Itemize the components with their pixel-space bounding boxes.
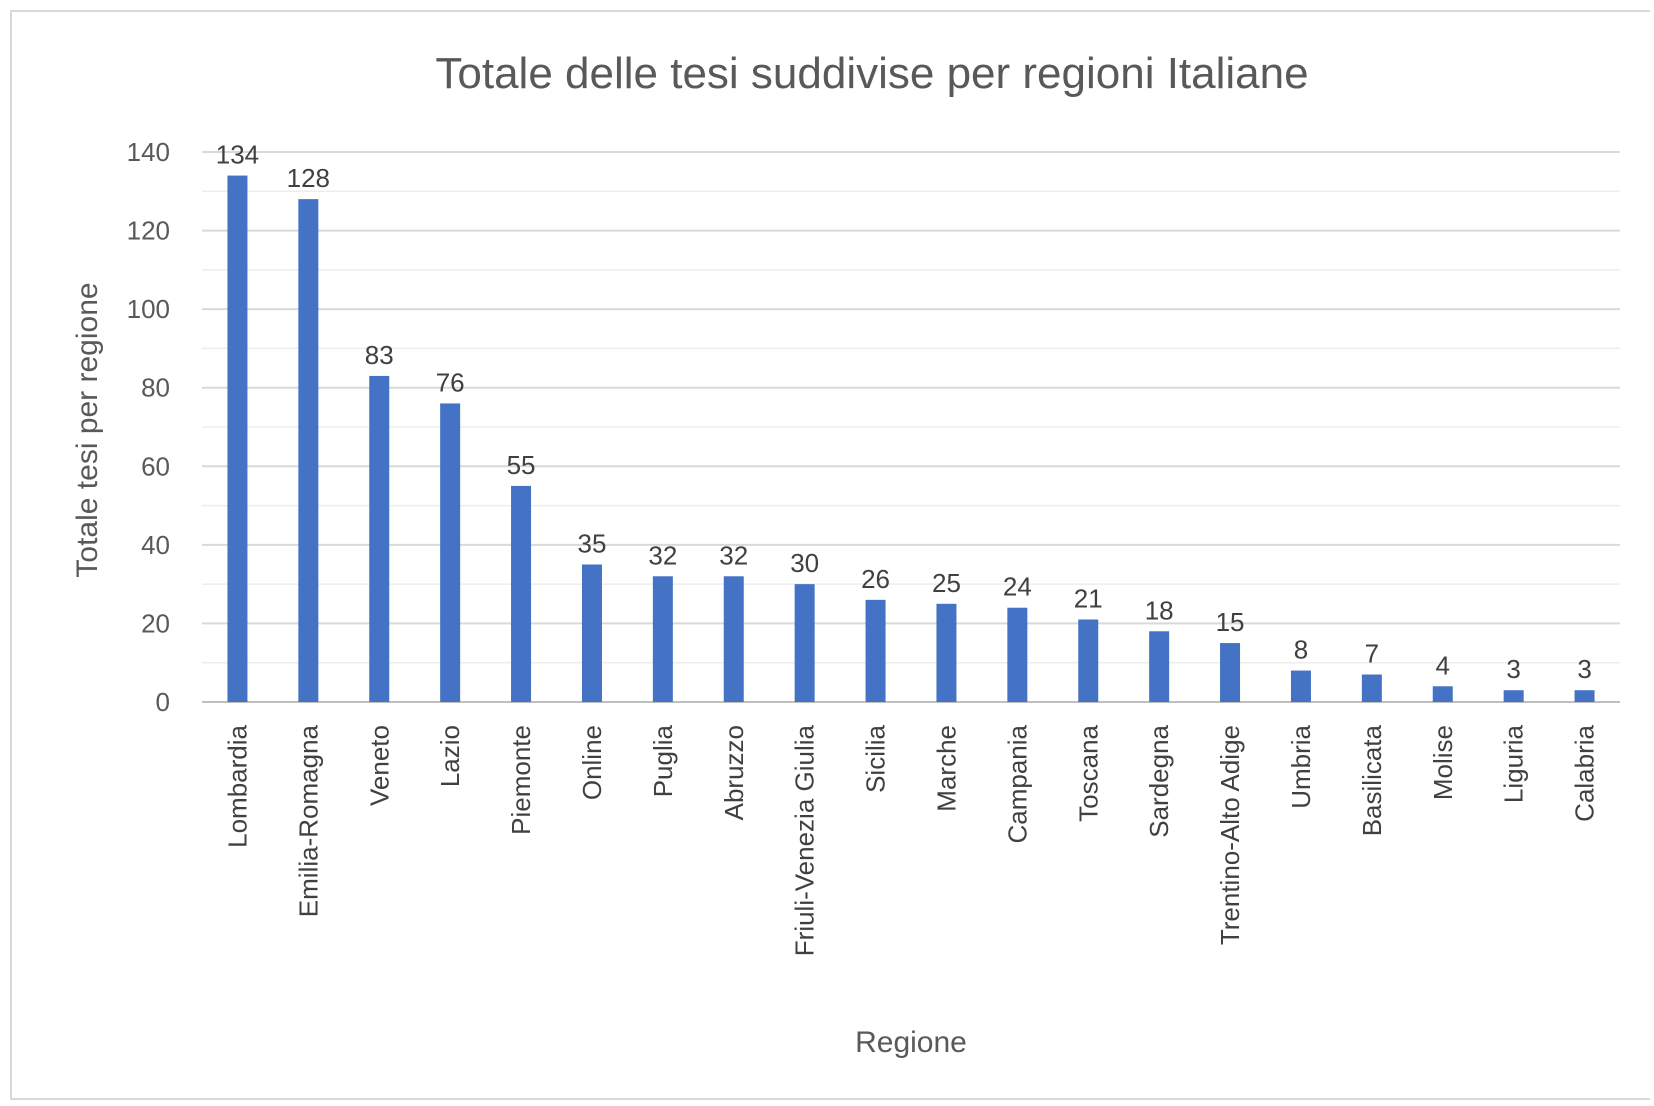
bar — [652, 576, 673, 702]
y-tick-label: 140 — [127, 137, 170, 167]
bar — [581, 564, 602, 702]
bar — [936, 603, 957, 702]
x-axis-title: Regione — [855, 1026, 967, 1059]
bar — [440, 403, 461, 702]
data-label: 25 — [932, 568, 961, 598]
data-label: 24 — [1003, 572, 1032, 602]
bar — [369, 375, 390, 702]
data-label: 55 — [507, 450, 536, 480]
data-label: 21 — [1074, 584, 1103, 614]
data-label: 7 — [1365, 639, 1379, 669]
x-category-label: Marche — [931, 725, 961, 812]
data-label: 32 — [719, 540, 748, 570]
y-axis-title: Totale tesi per regione — [71, 282, 104, 577]
x-category-label: Puglia — [648, 724, 678, 797]
y-tick-label: 100 — [127, 294, 170, 324]
x-category-label: Umbria — [1286, 724, 1316, 808]
bar — [865, 599, 886, 702]
bars — [227, 175, 1595, 703]
data-label: 134 — [216, 140, 259, 170]
bar — [1078, 619, 1099, 702]
data-label: 18 — [1145, 595, 1174, 625]
y-tick-label: 40 — [141, 530, 170, 560]
x-category-label: Piemonte — [506, 725, 536, 835]
data-label: 26 — [861, 564, 890, 594]
x-category-label: Veneto — [364, 725, 394, 806]
y-tick-label: 80 — [141, 373, 170, 403]
bar — [1220, 643, 1241, 702]
bar — [1574, 690, 1595, 702]
bar — [227, 175, 248, 703]
bar — [511, 485, 532, 702]
gridlines — [202, 151, 1620, 703]
data-label: 3 — [1577, 654, 1591, 684]
y-tick-label: 20 — [141, 608, 170, 638]
data-labels: 134 128 83 76 55 35 32 32 30 26 25 24 21 18 15 8 7 4 3 3 — [216, 140, 1592, 685]
x-category-label: Emilia-Romagna — [293, 724, 323, 917]
y-axis-ticks: 0 20 40 60 80 100 120 140 — [127, 137, 170, 717]
data-label: 76 — [436, 367, 465, 397]
x-category-label: Toscana — [1073, 724, 1103, 821]
x-category-label: Online — [577, 725, 607, 800]
x-category-label: Friuli-Venezia Giulia — [790, 724, 820, 956]
bar — [1361, 674, 1382, 702]
data-label: 3 — [1506, 654, 1520, 684]
bar — [794, 584, 815, 702]
y-tick-label: 0 — [156, 687, 170, 717]
data-label: 35 — [577, 529, 606, 559]
x-category-label: Campania — [1002, 724, 1032, 843]
bar — [1290, 670, 1311, 702]
x-category-label: Molise — [1428, 725, 1458, 800]
data-label: 83 — [365, 340, 394, 370]
y-tick-label: 120 — [127, 216, 170, 246]
x-category-label: Sicilia — [861, 724, 891, 792]
bar — [1007, 607, 1028, 702]
bar — [1149, 631, 1170, 702]
bar — [298, 199, 319, 702]
data-label: 4 — [1436, 650, 1450, 680]
data-label: 30 — [790, 548, 819, 578]
x-category-label: Abruzzo — [719, 725, 749, 820]
x-category-label: Trentino-Alto Adige — [1215, 725, 1245, 945]
bar — [723, 576, 744, 702]
x-category-label: Lombardia — [222, 724, 252, 847]
x-category-label: Liguria — [1499, 724, 1529, 803]
data-label: 128 — [287, 163, 330, 193]
x-category-label: Calabria — [1570, 724, 1600, 821]
chart-title: Totale delle tesi suddivise per regioni … — [435, 49, 1308, 98]
bar — [1432, 686, 1453, 702]
y-tick-label: 60 — [141, 451, 170, 481]
data-label: 8 — [1294, 635, 1308, 665]
data-label: 32 — [648, 540, 677, 570]
bar — [1503, 690, 1524, 702]
data-label: 15 — [1216, 607, 1245, 637]
x-category-label: Basilicata — [1357, 724, 1387, 836]
x-category-label: Sardegna — [1144, 724, 1174, 837]
x-axis-categories: Lombardia Emilia-Romagna Veneto Lazio Piemon… — [222, 724, 1599, 956]
x-category-label: Lazio — [435, 725, 465, 787]
